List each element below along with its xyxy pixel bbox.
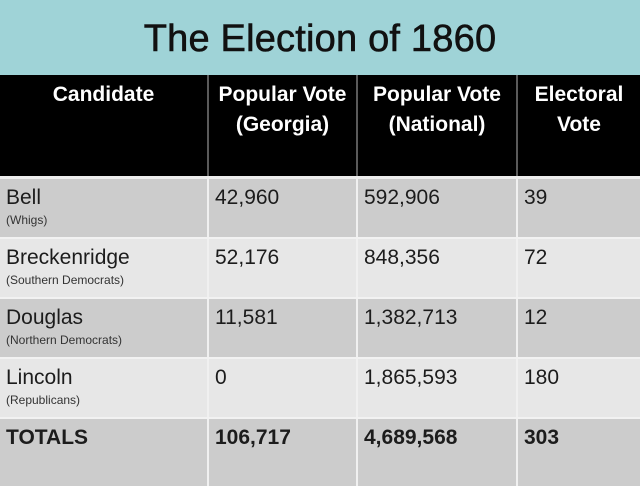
candidate-cell: Lincoln (Republicans) (0, 358, 208, 419)
candidate-name: Bell (6, 186, 42, 209)
party-name: (Southern Democrats) (6, 273, 125, 287)
candidate-name: Lincoln (6, 366, 73, 389)
header-electoral: Electoral Vote (516, 75, 640, 179)
georgia-vote-cell: 42,960 (207, 177, 357, 239)
table-row: Breckenridge (Southern Democrats) 52,176 … (0, 238, 640, 299)
totals-label: TOTALS (0, 418, 208, 486)
national-vote-cell: 1,382,713 (356, 298, 517, 359)
electoral-vote-cell: 39 (516, 177, 640, 239)
header-popular-georgia: Popular Vote (Georgia) (207, 75, 357, 179)
party-name: (Whigs) (6, 213, 48, 227)
georgia-vote-cell: 0 (207, 358, 357, 419)
totals-row: TOTALS 106,717 4,689,568 303 (0, 418, 640, 486)
totals-electoral: 303 (516, 418, 640, 486)
national-vote-cell: 848,356 (356, 238, 517, 299)
national-vote-cell: 1,865,593 (356, 358, 517, 419)
header-candidate: Candidate (0, 75, 208, 179)
candidate-name: Douglas (6, 306, 84, 329)
title-bar: The Election of 1860 (0, 0, 640, 75)
georgia-vote-cell: 11,581 (207, 298, 357, 359)
georgia-vote-cell: 52,176 (207, 238, 357, 299)
candidate-cell: Breckenridge (Southern Democrats) (0, 238, 208, 299)
table-row: Douglas (Northern Democrats) 11,581 1,382… (0, 298, 640, 359)
table-row: Bell (Whigs) 42,960 592,906 39 (0, 177, 640, 239)
electoral-vote-cell: 12 (516, 298, 640, 359)
page-title: The Election of 1860 (143, 18, 497, 61)
party-name: (Republicans) (6, 393, 81, 407)
table-row: Lincoln (Republicans) 0 1,865,593 180 (0, 358, 640, 419)
header-popular-national: Popular Vote (National) (356, 75, 517, 179)
header-row: Candidate Popular Vote (Georgia) Popular… (0, 75, 640, 179)
electoral-vote-cell: 180 (516, 358, 640, 419)
totals-national: 4,689,568 (356, 418, 517, 486)
candidate-name: Breckenridge (6, 246, 130, 269)
election-table: Candidate Popular Vote (Georgia) Popular… (0, 75, 640, 486)
totals-georgia: 106,717 (207, 418, 357, 486)
party-name: (Northern Democrats) (6, 333, 123, 347)
national-vote-cell: 592,906 (356, 177, 517, 239)
electoral-vote-cell: 72 (516, 238, 640, 299)
candidate-cell: Douglas (Northern Democrats) (0, 298, 208, 359)
candidate-cell: Bell (Whigs) (0, 177, 208, 239)
